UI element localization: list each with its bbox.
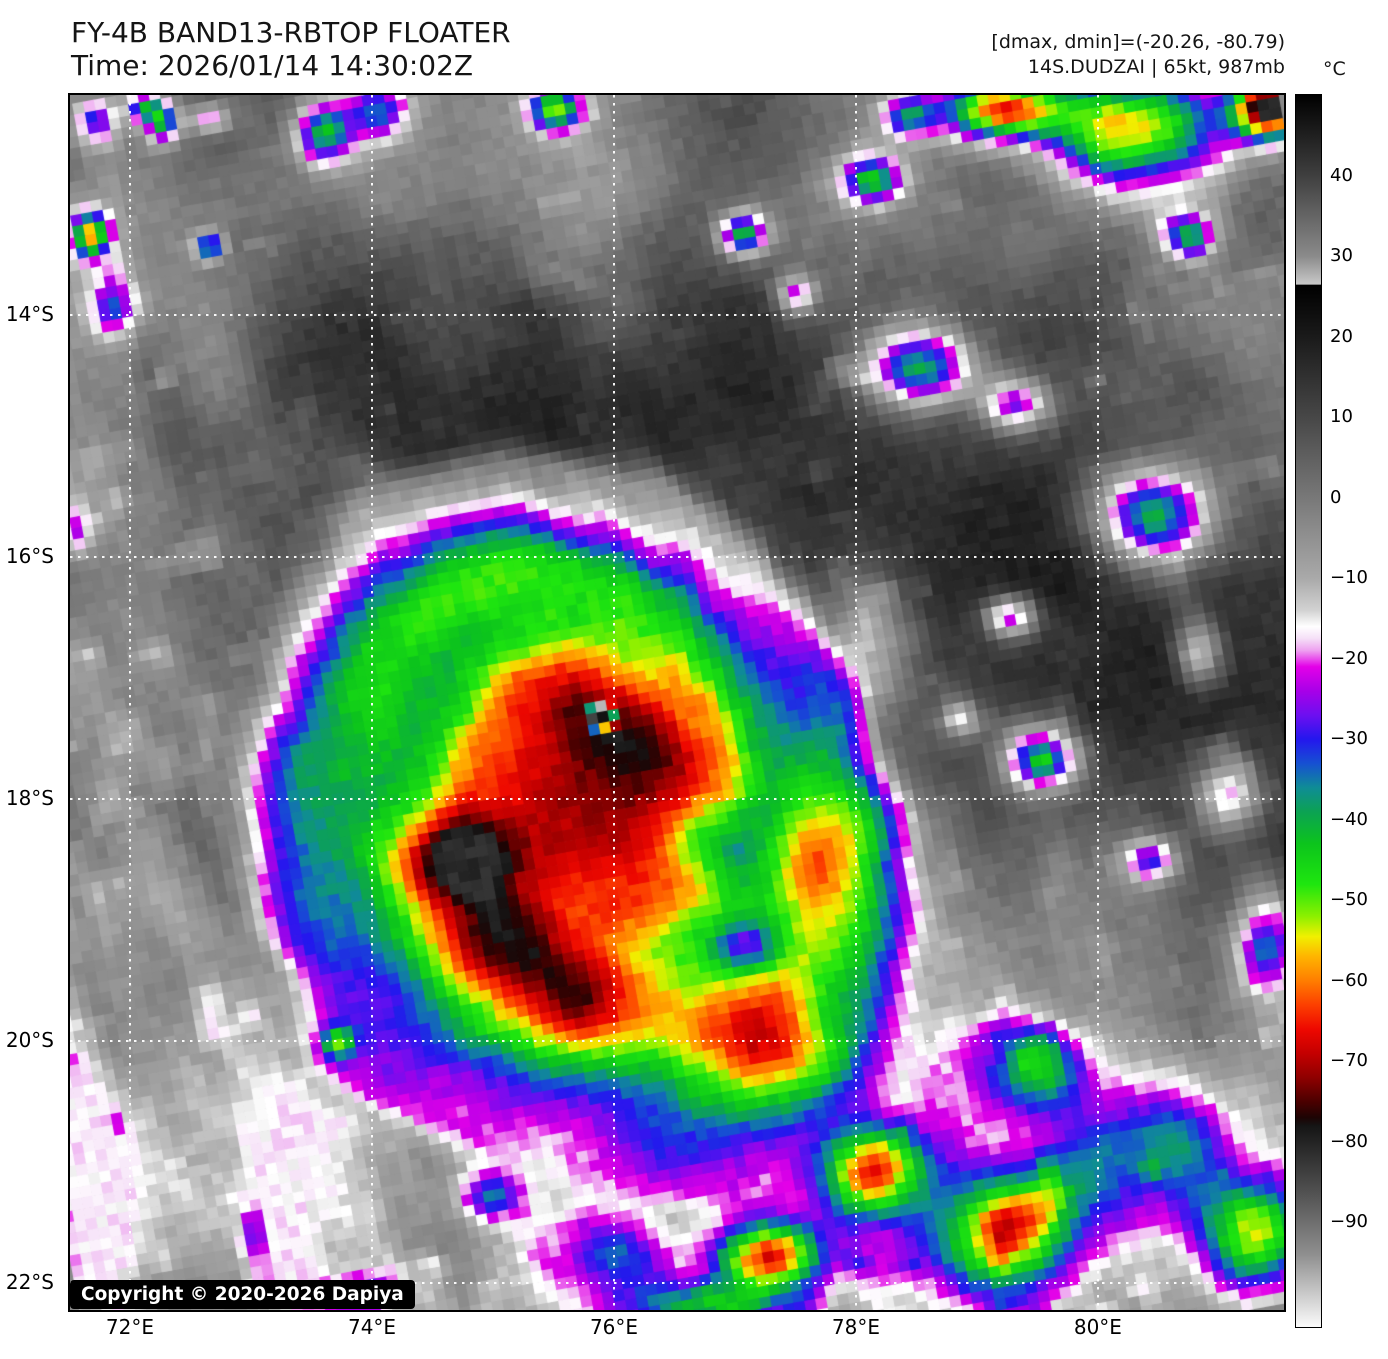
latitude-axis: 14°S 16°S 18°S 20°S 22°S xyxy=(0,95,62,1310)
colorbar-tick-label: 10 xyxy=(1330,406,1353,428)
copyright-badge: Copyright © 2020-2026 Dapiya xyxy=(70,1280,415,1309)
colorbar-tick-label: 0 xyxy=(1330,486,1342,508)
colorbar-tick-label: −20 xyxy=(1330,647,1368,669)
lat-tick-label: 14°S xyxy=(5,302,54,327)
annotation-temp-range: [dmax, dmin]=(-20.26, -80.79) xyxy=(991,31,1285,53)
colorbar-tick-label: −10 xyxy=(1330,567,1368,589)
colorbar-tick-label: −90 xyxy=(1330,1211,1368,1233)
lon-tick-label: 78°E xyxy=(831,1315,880,1339)
map-frame: Copyright © 2020-2026 Dapiya xyxy=(68,93,1286,1312)
colorbar xyxy=(1294,93,1322,1328)
colorbar-tick-label: −30 xyxy=(1330,728,1368,750)
lat-tick-label: 16°S xyxy=(5,543,54,568)
colorbar-tick-label: 20 xyxy=(1330,325,1353,347)
colorbar-tick-label: −80 xyxy=(1330,1130,1368,1152)
colorbar-tick-label: −60 xyxy=(1330,969,1368,991)
lat-tick-label: 18°S xyxy=(5,785,54,810)
colorbar-tick-labels: 40 30 20 10 0 −10 −20 −30 −40 −50 −60 −70 −80 −90 xyxy=(1330,95,1388,1327)
colorbar-tick-label: −50 xyxy=(1330,889,1368,911)
figure-timestamp: Time: 2026/01/14 14:30:02Z xyxy=(71,49,474,82)
lon-tick-label: 80°E xyxy=(1073,1315,1122,1339)
lon-tick-label: 72°E xyxy=(105,1315,155,1339)
longitude-axis: 72°E 74°E 76°E 78°E 80°E xyxy=(70,1315,1284,1343)
figure-title: FY-4B BAND13-RBTOP FLOATER xyxy=(71,16,511,49)
annotation-storm-info: 14S.DUDZAI | 65kt, 987mb xyxy=(1027,56,1285,78)
lat-tick-label: 22°S xyxy=(5,1270,54,1295)
colorbar-unit-label: °C xyxy=(1323,58,1346,80)
lat-tick-label: 20°S xyxy=(5,1027,54,1052)
colorbar-tick-label: 30 xyxy=(1330,245,1353,267)
colorbar-tick-label: 40 xyxy=(1330,164,1353,186)
colorbar-tick-label: −70 xyxy=(1330,1050,1368,1072)
lon-tick-label: 76°E xyxy=(589,1315,639,1339)
satellite-image xyxy=(70,95,1284,1310)
colorbar-tick-label: −40 xyxy=(1330,808,1368,830)
lon-tick-label: 74°E xyxy=(347,1315,397,1339)
